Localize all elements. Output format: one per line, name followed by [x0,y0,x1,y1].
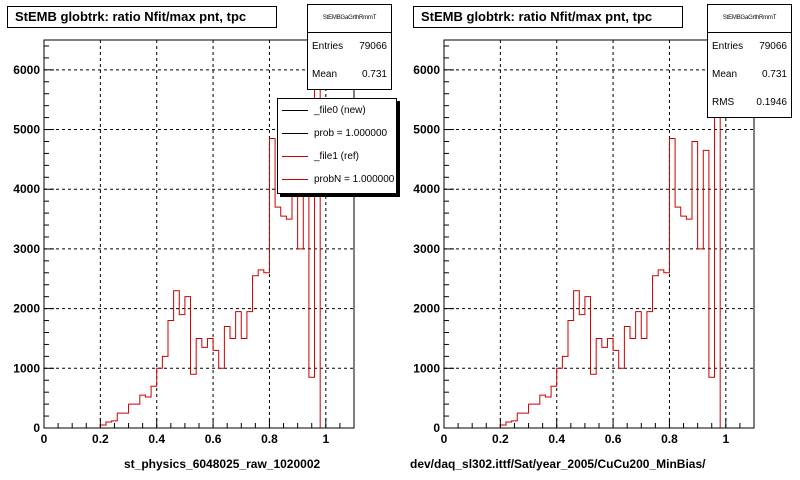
left-stats-entries-value: 79066 [359,41,387,52]
y-tick-label: 2000 [413,302,440,316]
y-tick-label: 0 [33,421,40,435]
legend-line-red [282,179,308,180]
left-legend: _file0 (new) prob = 1.000000 _file1 (ref… [277,98,397,194]
x-tick-label: 0 [441,432,448,446]
right-stats-entries-label: Entries [712,41,744,52]
legend-label-file1: _file1 (ref) [314,151,360,162]
right-stats-rms-label: RMS [712,97,735,108]
right-stats-rms-value: 0.1946 [756,97,787,108]
left-x-axis-label: st_physics_6048025_raw_1020002 [124,457,321,471]
y-tick-label: 3000 [13,242,40,256]
legend-entry-file1: _file1 (ref) [278,145,396,168]
x-tick-label: 0.6 [605,432,622,446]
y-tick-label: 6000 [13,63,40,77]
right-stats-rms: RMS 0.1946 [708,89,791,117]
y-tick-label: 5000 [413,123,440,137]
right-stats-mean: Mean 0.731 [708,61,791,89]
right-stats-mean-label: Mean [712,69,738,80]
x-tick-label: 1 [322,432,329,446]
x-tick-label: 0.8 [261,432,278,446]
y-tick-label: 3000 [413,242,440,256]
right-stats-entries-value: 79066 [759,41,787,52]
left-stats-entries: Entries 79066 [308,33,391,61]
y-tick-label: 4000 [413,182,440,196]
right-stats-entries: Entries 79066 [708,33,791,61]
histogram-series-line [44,63,354,429]
legend-entry-probN: probN = 1.000000 [278,168,396,191]
legend-label-probN: probN = 1.000000 [314,174,395,185]
y-tick-label: 5000 [13,123,40,137]
left-histogram: 0 0.2 0.4 0.6 0.8 1 0 1000 2000 3000 4000 5000 6000 [13,39,355,446]
y-tick-label: 6000 [413,63,440,77]
y-tick-label: 4000 [13,182,40,196]
right-stats-box: StEMBGaGrthRmmT Entries 79066 Mean 0.731… [707,4,792,118]
x-tick-label: 0 [41,432,48,446]
left-stats-mean-value: 0.731 [361,69,387,80]
x-tick-label: 0.4 [148,432,165,446]
right-stats-header: StEMBGaGrthRmmT [708,5,791,33]
legend-label-prob: prob = 1.000000 [314,128,388,139]
legend-entry-prob: prob = 1.000000 [278,122,396,145]
left-stats-entries-label: Entries [312,41,344,52]
left-stats-mean: Mean 0.731 [308,61,391,89]
x-tick-label: 0.8 [661,432,678,446]
left-stats-mean-label: Mean [312,69,338,80]
right-histogram: 0 0.2 0.4 0.6 0.8 1 0 1000 2000 3000 4000 5000 6000 [413,39,755,446]
y-tick-label: 1000 [13,361,40,375]
legend-label-file0: _file0 (new) [314,105,366,116]
legend-entry-file0: _file0 (new) [278,99,396,122]
left-histogram-pad: 0 0.2 0.4 0.6 0.8 1 0 1000 2000 3000 4000 5000 6000 … [7,4,397,471]
right-stats-mean-value: 0.731 [761,69,787,80]
x-tick-label: 0.4 [548,432,565,446]
legend-line-red [282,156,308,157]
left-stats-box: StEMBGaGrthRmmT Entries 79066 Mean 0.731 [307,4,392,90]
right-x-axis-label: dev/daq_sl302.ittf/Sat/year_2005/CuCu200… [410,457,706,471]
y-tick-label: 0 [433,421,440,435]
legend-line-black [282,110,308,111]
x-tick-label: 1 [722,432,729,446]
right-chart-title: StEMB globtrk: ratio Nfit/max pnt, tpc [413,6,683,28]
x-tick-label: 0.2 [92,432,109,446]
y-tick-label: 2000 [13,302,40,316]
x-tick-label: 0.2 [492,432,509,446]
legend-line-black [282,133,308,134]
left-stats-header: StEMBGaGrthRmmT [308,5,391,33]
left-chart-title: StEMB globtrk: ratio Nfit/max pnt, tpc [7,6,277,28]
right-histogram-pad: 0 0.2 0.4 0.6 0.8 1 0 1000 2000 3000 4000 5000 6000 … [400,0,800,480]
x-tick-label: 0.6 [205,432,222,446]
histogram-series-line [444,63,754,429]
y-tick-label: 1000 [413,361,440,375]
